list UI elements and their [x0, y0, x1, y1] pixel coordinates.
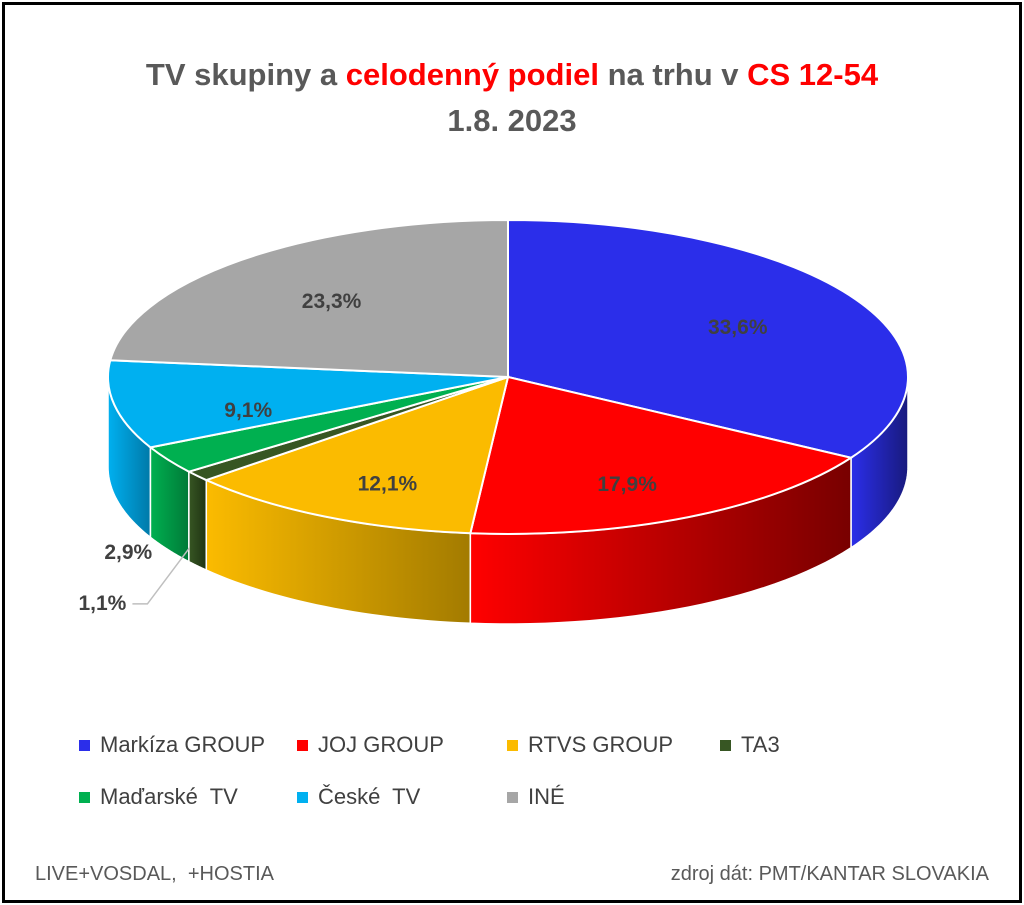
pie-slice-ceske	[107, 359, 509, 449]
pie-slice-rtvs	[203, 375, 510, 535]
pie-slice-markiza	[507, 218, 909, 459]
pie-chart: 33,6% 17,9% 12,1% 1,1% 2,9% 9,1% 23,3%	[78, 218, 909, 625]
data-label-ta3: 1,1%	[78, 592, 126, 615]
footer-source: zdroj dát: PMT/KANTAR SLOVAKIA	[670, 863, 989, 885]
data-label-joj: 17,9%	[597, 473, 657, 496]
data-label-ine: 23,3%	[302, 290, 362, 313]
leader-line-ta3	[132, 547, 191, 605]
data-label-rtvs: 12,1%	[358, 473, 418, 496]
pie-slice-ine	[108, 218, 509, 379]
data-label-markiza: 33,6%	[708, 316, 768, 339]
data-label-ceske: 9,1%	[224, 399, 272, 422]
pie-slice-joj	[469, 375, 854, 535]
pie-side-ta3	[188, 470, 208, 572]
chart-title: TV skupiny a celodenný podiel na trhu v …	[145, 57, 879, 92]
chart-subtitle-date: 1.8. 2023	[447, 103, 577, 138]
data-label-madarske: 2,9%	[104, 541, 152, 564]
footer-note: LIVE+VOSDAL, +HOSTIA	[35, 863, 274, 885]
